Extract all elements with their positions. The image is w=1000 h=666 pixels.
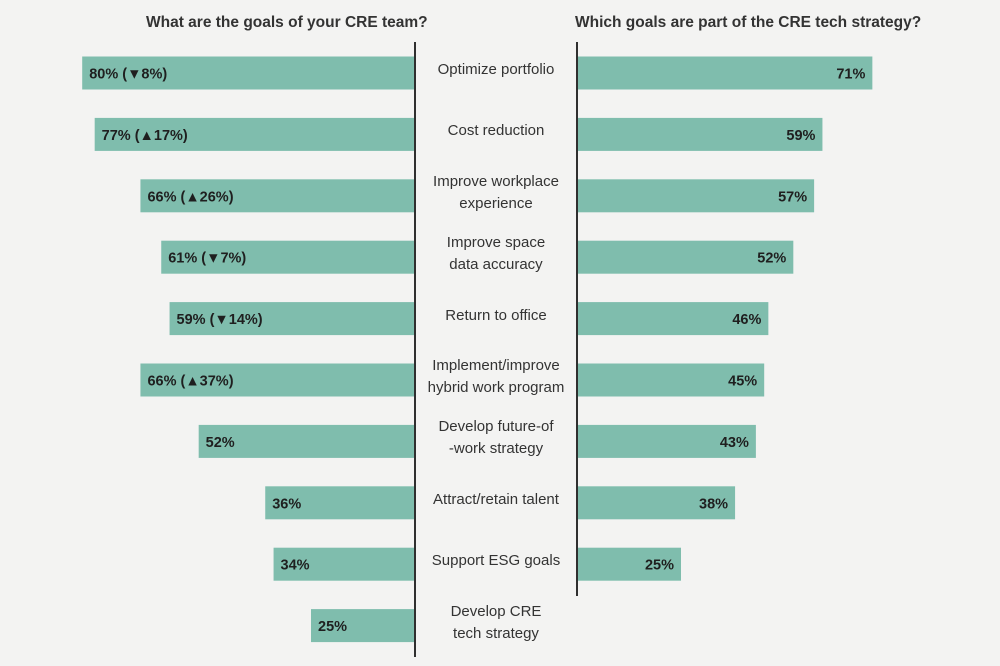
category-label-0: Optimize portfolio bbox=[416, 59, 576, 81]
category-label-line: Cost reduction bbox=[447, 122, 545, 140]
left-bar-1 bbox=[94, 117, 416, 151]
left-value-label-9: 25% bbox=[318, 619, 347, 635]
category-label-2: Improve workplace experience bbox=[416, 171, 576, 215]
left-value-label-8: 34% bbox=[281, 558, 310, 574]
category-label-line: Optimize portfolio bbox=[437, 61, 555, 78]
left-bar-9 bbox=[311, 609, 415, 643]
category-label-line: data accuracy bbox=[449, 256, 543, 274]
left-value-label-0: 80% (▼8%) bbox=[89, 67, 167, 83]
left-chart-title: What are the goals of your CRE team? bbox=[146, 14, 428, 31]
right-bar-0 bbox=[577, 56, 873, 90]
left-bar-4 bbox=[169, 302, 415, 336]
left-value-label-4: 59% (▼14%) bbox=[177, 312, 263, 328]
right-value-label-5: 45% bbox=[728, 374, 757, 390]
category-label-4: Return to office bbox=[416, 305, 576, 327]
left-bar-3 bbox=[161, 240, 415, 274]
left-value-label-7: 36% bbox=[272, 496, 301, 512]
left-value-label-5: 66% (▲37%) bbox=[147, 374, 233, 390]
category-label-line: -work strategy bbox=[448, 440, 544, 458]
right-bar-8 bbox=[577, 547, 681, 581]
category-label-line: Support ESG goals bbox=[431, 552, 561, 570]
right-bar-5 bbox=[577, 363, 765, 397]
right-value-label-3: 52% bbox=[757, 251, 786, 267]
right-value-label-8: 25% bbox=[645, 558, 674, 574]
category-label-line: Develop future-of bbox=[438, 418, 554, 436]
right-value-label-2: 57% bbox=[778, 189, 807, 205]
category-label-7: Attract/retain talent bbox=[416, 489, 576, 511]
category-label-6: Develop future-of -work strategy bbox=[416, 416, 576, 460]
left-value-label-2: 66% (▲26%) bbox=[147, 189, 233, 205]
category-label-line: hybrid work program bbox=[427, 379, 565, 396]
category-label-9: Develop CRE tech strategy bbox=[416, 601, 576, 645]
category-label-line: Attract/retain talent bbox=[433, 490, 559, 508]
category-label-line: Develop CRE bbox=[450, 602, 542, 620]
right-bar-6 bbox=[577, 424, 756, 458]
category-label-line: tech strategy bbox=[453, 624, 539, 642]
category-label-line: experience bbox=[459, 194, 533, 212]
right-bar-7 bbox=[577, 486, 736, 520]
right-bar-4 bbox=[577, 302, 769, 336]
right-value-label-1: 59% bbox=[786, 128, 815, 144]
right-bar-2 bbox=[577, 179, 815, 213]
left-bar-8 bbox=[273, 547, 415, 581]
left-bar-2 bbox=[140, 179, 415, 213]
left-value-label-6: 52% bbox=[206, 435, 235, 451]
right-value-label-6: 43% bbox=[720, 435, 749, 451]
left-value-label-3: 61% (▼7%) bbox=[168, 251, 246, 267]
category-label-5: Implement/improve hybrid work program bbox=[416, 355, 576, 399]
right-value-label-0: 71% bbox=[836, 67, 865, 83]
left-bar-5 bbox=[140, 363, 415, 397]
category-label-line: Implement/improve bbox=[432, 357, 560, 374]
right-value-label-7: 38% bbox=[699, 496, 728, 512]
category-label-1: Cost reduction bbox=[416, 120, 576, 142]
right-bar-1 bbox=[577, 117, 823, 151]
right-value-label-4: 46% bbox=[732, 312, 761, 328]
left-bar-6 bbox=[198, 424, 415, 458]
left-bar-7 bbox=[265, 486, 415, 520]
right-bar-3 bbox=[577, 240, 794, 274]
category-label-line: Improve space bbox=[446, 234, 546, 252]
left-bar-0 bbox=[82, 56, 415, 90]
right-chart-title: Which goals are part of the CRE tech str… bbox=[575, 14, 922, 31]
left-value-label-1: 77% (▲17%) bbox=[102, 128, 188, 144]
category-label-3: Improve space data accuracy bbox=[416, 232, 576, 276]
category-label-8: Support ESG goals bbox=[416, 550, 576, 572]
category-label-line: Return to office bbox=[445, 306, 547, 324]
category-label-line: Improve workplace bbox=[433, 172, 559, 190]
